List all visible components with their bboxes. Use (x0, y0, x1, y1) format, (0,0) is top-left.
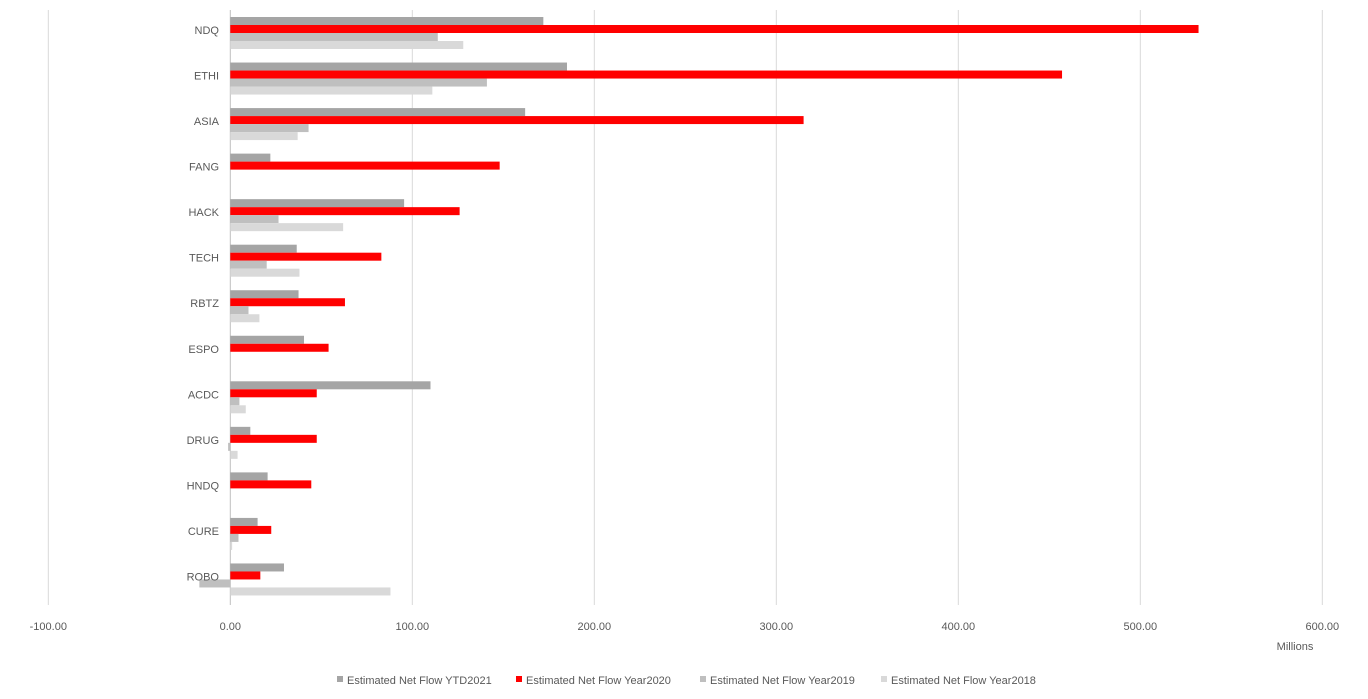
bar-tech-series-3 (230, 268, 300, 277)
bar-robo-series-1 (230, 571, 261, 580)
bar-ndq-series-1 (230, 25, 1199, 33)
bar-drug-series-2 (228, 442, 231, 451)
x-tick-label: 0.00 (220, 621, 241, 633)
bar-robo-series-0 (230, 563, 284, 572)
bar-robo-series-3 (230, 587, 391, 596)
bar-hack-series-1 (230, 207, 460, 216)
bar-ethi-series-0 (230, 62, 568, 71)
bar-ethi-series-3 (230, 86, 433, 95)
bar-acdc-series-0 (230, 381, 431, 390)
bar-rbtz-series-3 (230, 314, 260, 323)
bar-rbtz-series-1 (230, 298, 345, 307)
x-tick-label: 400.00 (941, 621, 975, 633)
x-tick-labels: -100.00 0.00 100.00 200.00 300.00 400.00 500.0… (30, 621, 1339, 633)
bar-fang-series-0 (230, 153, 271, 162)
bar-espo-series-1 (230, 343, 329, 352)
bar-tech-series-1 (230, 252, 382, 261)
bar-drug-series-0 (230, 426, 251, 435)
bar-cure-series-3 (230, 541, 233, 550)
category-label: RBTZ (190, 298, 219, 310)
bar-hack-series-2 (230, 215, 279, 224)
units-label: Millions (1277, 641, 1314, 653)
bar-cure-series-0 (230, 517, 258, 526)
bar-asia-series-0 (230, 108, 526, 117)
bar-acdc-series-1 (230, 389, 317, 398)
bar-tech-series-0 (230, 244, 297, 253)
bar-ethi-series-2 (230, 78, 487, 87)
bar-ethi-series-1 (230, 70, 1063, 79)
category-label: HNDQ (187, 480, 220, 492)
category-label: HACK (188, 207, 219, 219)
legend-swatch (337, 676, 343, 682)
legend-swatch (700, 676, 706, 682)
bar-hndq-series-1 (230, 480, 312, 489)
bar-rbtz-series-0 (230, 290, 299, 299)
bar-asia-series-2 (230, 124, 309, 133)
x-tick-label: 500.00 (1123, 621, 1157, 633)
category-label: ASIA (194, 116, 220, 128)
bar-rbtz-series-2 (230, 306, 249, 315)
bar-ndq-series-3 (230, 41, 464, 49)
bar-hack-series-3 (230, 223, 344, 232)
category-label: ROBO (187, 571, 220, 583)
category-label: TECH (189, 253, 219, 265)
category-labels: NDQ ETHI ASIA FANG HACK TECH RBTZ ESPO ACDC DRUG H… (187, 25, 220, 583)
category-label: ACDC (188, 389, 219, 401)
bar-drug-series-3 (230, 450, 238, 459)
category-label: DRUG (187, 435, 219, 447)
legend-label: Estimated Net Flow Year2018 (891, 675, 1036, 687)
legend-label: Estimated Net Flow Year2019 (710, 675, 855, 687)
category-label: ETHI (194, 71, 219, 83)
bar-acdc-series-3 (230, 405, 246, 414)
category-label: FANG (189, 162, 219, 174)
legend-label: Estimated Net Flow YTD2021 (347, 675, 492, 687)
bar-ndq-series-2 (230, 33, 438, 41)
x-tick-label: 300.00 (759, 621, 793, 633)
bar-hack-series-0 (230, 199, 405, 208)
bar-asia-series-1 (230, 116, 804, 125)
bar-asia-series-3 (230, 132, 298, 141)
x-tick-label: -100.00 (30, 621, 67, 633)
bar-hndq-series-0 (230, 472, 268, 481)
legend: Estimated Net Flow YTD2021 Estimated Net … (337, 675, 1036, 687)
bar-espo-series-0 (230, 335, 305, 344)
bar-fang-series-1 (230, 161, 500, 170)
bars (199, 17, 1199, 596)
x-tick-label: 100.00 (395, 621, 429, 633)
bar-acdc-series-2 (230, 397, 240, 406)
bar-tech-series-2 (230, 260, 267, 269)
bar-ndq-series-0 (230, 17, 544, 25)
legend-swatch (881, 676, 887, 682)
category-label: CURE (188, 526, 219, 538)
bar-robo-series-2 (199, 579, 231, 588)
bar-drug-series-1 (230, 434, 317, 443)
legend-swatch (516, 676, 522, 682)
bar-cure-series-2 (230, 533, 239, 542)
category-label: NDQ (195, 25, 220, 37)
bar-cure-series-1 (230, 525, 272, 534)
legend-label: Estimated Net Flow Year2020 (526, 675, 671, 687)
x-tick-label: 200.00 (577, 621, 611, 633)
x-tick-label: 600.00 (1305, 621, 1339, 633)
category-label: ESPO (188, 344, 219, 356)
